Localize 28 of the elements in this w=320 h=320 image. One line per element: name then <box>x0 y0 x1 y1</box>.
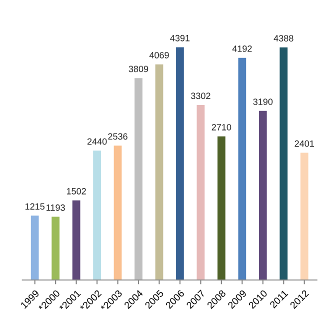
data-label: 3302 <box>191 92 210 100</box>
data-label: 2440 <box>87 138 107 145</box>
data-label: 4192 <box>232 45 252 52</box>
bar <box>176 47 184 280</box>
bar <box>134 78 142 280</box>
data-label: 3809 <box>128 66 148 72</box>
bar <box>155 64 164 280</box>
bar <box>280 47 288 280</box>
bar <box>30 216 39 280</box>
data-label: 3190 <box>253 98 273 105</box>
data-label: 1502 <box>66 188 86 194</box>
data-label: 4391 <box>170 34 190 42</box>
bar <box>72 200 80 280</box>
bar <box>196 104 205 280</box>
data-label: 1215 <box>25 203 45 210</box>
bar <box>217 136 226 280</box>
bar <box>238 58 246 280</box>
bar <box>93 150 101 280</box>
data-label: 2710 <box>212 124 232 130</box>
data-label: 1193 <box>46 204 65 211</box>
bar <box>258 110 267 280</box>
bar <box>300 152 308 280</box>
data-label: 2536 <box>108 133 128 140</box>
data-label: 4388 <box>274 35 294 42</box>
data-label: 2401 <box>294 140 314 147</box>
bar <box>52 216 60 280</box>
bar <box>114 146 122 280</box>
data-label: 4069 <box>149 52 169 58</box>
